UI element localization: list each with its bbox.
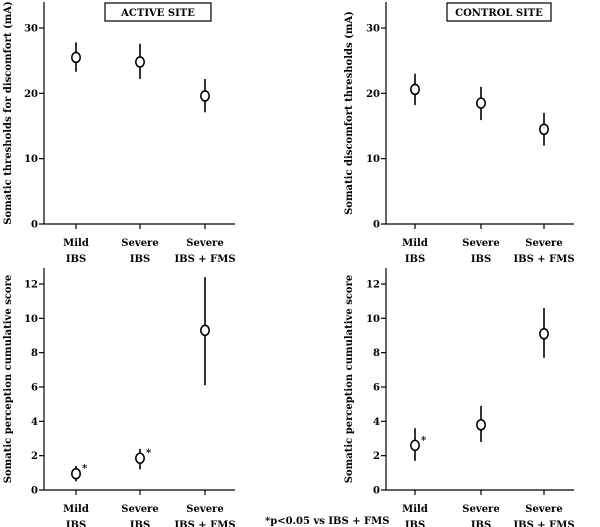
category-label-line2: IBS	[405, 520, 425, 527]
y-tick-label: 10	[366, 154, 380, 165]
footnote: *p<0.05 vs IBS + FMS	[265, 516, 389, 527]
y-tick-label: 6	[31, 383, 38, 394]
y-axis-label: Somatic perception cumulative score	[344, 275, 355, 483]
mean-point	[475, 418, 486, 431]
category-label-line1: Severe	[525, 504, 562, 515]
y-tick-label: 20	[24, 89, 38, 100]
y-tick-label: 10	[366, 314, 380, 325]
y-tick-label: 8	[373, 348, 380, 359]
category-label-line1: Severe	[462, 238, 499, 249]
significance-marker: *	[146, 448, 152, 459]
y-tick-label: 2	[31, 451, 38, 462]
y-tick-label: 10	[24, 154, 38, 165]
mean-point	[409, 439, 420, 452]
category-label-line1: Severe	[121, 238, 158, 249]
significance-marker: *	[82, 464, 88, 475]
category-label-line1: Mild	[402, 504, 428, 515]
y-tick-label: 6	[373, 383, 380, 394]
mean-point	[135, 56, 146, 68]
category-label-line2: IBS	[66, 254, 86, 265]
category-label-line2: IBS + FMS	[513, 520, 574, 527]
category-label-line1: Mild	[63, 238, 89, 249]
y-tick-label: 2	[373, 451, 380, 462]
mean-point	[135, 452, 146, 465]
mean-point	[200, 90, 211, 102]
y-tick-label: 0	[373, 220, 380, 231]
y-axis-label: Somatic discomfort thresholds (mA)	[344, 11, 355, 215]
mean-point	[71, 51, 82, 64]
mean-point	[475, 97, 486, 109]
title-box	[446, 2, 552, 22]
y-tick-label: 0	[373, 486, 380, 497]
category-label-line1: Severe	[186, 504, 223, 515]
panel-active-thresholds: 0 10 20 30 Mild IBS Severe IBS Severe IBS + FMS So…	[3, 1, 236, 265]
y-tick-label: 0	[31, 220, 38, 231]
panel-control-perception: 0 2 4 6 8 10 12 Mild IBS Severe IBS Severe IBS + FMS…	[344, 268, 575, 527]
y-tick-label: 4	[373, 417, 380, 428]
y-tick-label: 4	[31, 417, 38, 428]
y-tick-label: 30	[366, 24, 380, 35]
category-label-line1: Severe	[121, 504, 158, 515]
category-label-line2: IBS	[130, 254, 150, 265]
y-tick-label: 0	[31, 486, 38, 497]
category-label-line2: IBS + FMS	[513, 254, 574, 265]
y-tick-label: 30	[24, 24, 38, 35]
category-label-line2: IBS	[471, 520, 491, 527]
category-label-line1: Severe	[186, 238, 223, 249]
y-tick-label: 12	[24, 280, 38, 291]
panel-title: CONTROL SITE	[455, 8, 543, 19]
category-label-line2: IBS + FMS	[174, 520, 235, 527]
category-label-line1: Severe	[525, 238, 562, 249]
category-label-line1: Mild	[402, 238, 428, 249]
category-label-line2: IBS	[130, 520, 150, 527]
y-axis-label: Somatic thresholds for discomfort (mA)	[3, 1, 14, 225]
mean-point	[538, 123, 549, 136]
title-box	[104, 2, 212, 22]
significance-marker: *	[421, 435, 427, 446]
category-label-line1: Severe	[462, 504, 499, 515]
panel-active-perception: 0 2 4 6 8 10 12 Mild IBS Severe IBS Severe IBS + FMS…	[3, 268, 236, 527]
category-label-line1: Mild	[63, 504, 89, 515]
category-label-line2: IBS + FMS	[174, 254, 235, 265]
y-tick-label: 12	[366, 280, 380, 291]
panel-title: ACTIVE SITE	[120, 8, 195, 19]
mean-point	[200, 324, 211, 337]
mean-point	[409, 83, 420, 96]
panel-control-thresholds: 0 10 20 30 Mild IBS Severe IBS Severe IBS + FMS So…	[344, 2, 575, 265]
y-tick-label: 8	[31, 348, 38, 359]
y-axis-label: Somatic perception cumulative score	[3, 275, 14, 483]
category-label-line2: IBS	[405, 254, 425, 265]
mean-point	[71, 467, 82, 480]
category-label-line2: IBS	[471, 254, 491, 265]
y-tick-label: 20	[366, 89, 380, 100]
mean-point	[538, 327, 549, 340]
y-tick-label: 10	[24, 314, 38, 325]
category-label-line2: IBS	[66, 520, 86, 527]
